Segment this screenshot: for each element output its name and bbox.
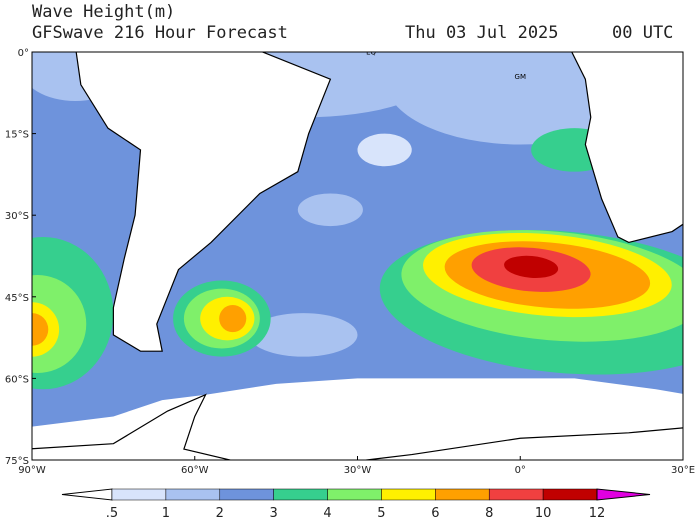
colorbar-over — [596, 488, 651, 501]
colorbar-box — [219, 488, 274, 501]
colorbar: .5 1 2 3 4 5 6 8 10 12 — [61, 488, 651, 521]
south-america — [75, 52, 332, 352]
colorbar-label: 4 — [323, 506, 331, 521]
wave-field — [504, 255, 559, 278]
colorbar-label: 8 — [485, 506, 493, 521]
wave-field — [219, 304, 247, 333]
annotation: GM — [515, 73, 526, 81]
colorbar-box — [273, 488, 328, 501]
annotation: EQ — [366, 49, 376, 57]
colorbar-box — [488, 488, 544, 501]
map: EQ GM — [32, 49, 683, 460]
subtitle: GFSwave 216 Hour Forecast — [32, 23, 288, 43]
antarctica — [32, 393, 683, 460]
colorbar-label: 1 — [162, 506, 170, 521]
colorbar-box — [381, 488, 436, 501]
colorbar-under — [61, 488, 113, 501]
colorbar-label: 2 — [216, 506, 224, 521]
calm-area — [357, 133, 412, 167]
colorbar-label: 12 — [589, 506, 606, 521]
colorbar-box — [435, 488, 490, 501]
lat-label: 0° — [18, 48, 29, 59]
axes: 0° 15°S 30°S 45°S 60°S 75°S90°W 60°W 30°W 0° 30°E — [5, 48, 695, 476]
colorbar-box — [542, 488, 598, 501]
wave-field — [32, 313, 49, 346]
colorbar-label: 3 — [270, 506, 278, 521]
colorbar-box — [111, 488, 167, 501]
lon-label: 30°E — [671, 465, 695, 476]
lat-label: 45°S — [5, 293, 29, 304]
title: Wave Height(m) — [32, 2, 175, 22]
colorbar-label: .5 — [106, 506, 118, 521]
colorbar-box — [165, 488, 221, 501]
lon-label: 0° — [515, 465, 526, 476]
time: 00 UTC — [612, 23, 673, 43]
lat-label: 75°S — [5, 456, 29, 467]
lon-label: 60°W — [181, 465, 209, 476]
calm-area — [297, 193, 363, 227]
colorbar-label: 6 — [431, 506, 439, 521]
lat-label: 15°S — [5, 130, 29, 141]
colorbar-label: 5 — [377, 506, 385, 521]
calm-area — [249, 313, 358, 357]
date: Thu 03 Jul 2025 — [405, 23, 559, 43]
lon-label: 30°W — [344, 465, 372, 476]
lon-label: 90°W — [18, 465, 46, 476]
lat-label: 30°S — [5, 211, 29, 222]
colorbar-box — [327, 488, 382, 501]
colorbar-label: 10 — [535, 506, 552, 521]
lat-label: 60°S — [5, 374, 29, 385]
africa — [571, 52, 683, 244]
